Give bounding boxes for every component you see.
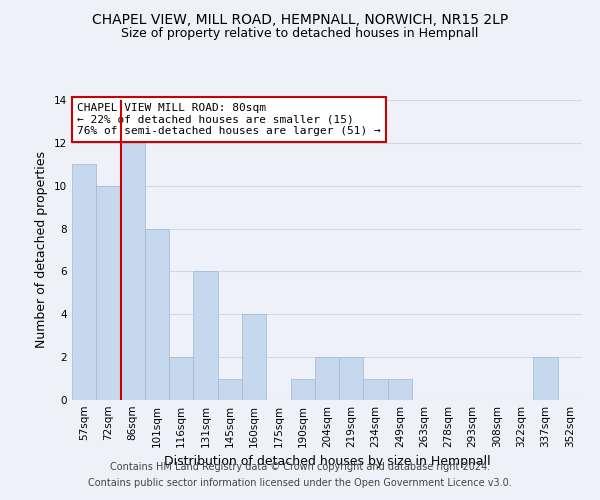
Bar (242, 314, 266, 400)
Text: Contains public sector information licensed under the Open Government Licence v3: Contains public sector information licen… (88, 478, 512, 488)
Bar (96, 186, 121, 400)
Bar (145, 228, 169, 400)
Text: Contains HM Land Registry data © Crown copyright and database right 2024.: Contains HM Land Registry data © Crown c… (110, 462, 490, 472)
Text: CHAPEL VIEW MILL ROAD: 80sqm
← 22% of detached houses are smaller (15)
76% of se: CHAPEL VIEW MILL ROAD: 80sqm ← 22% of de… (77, 103, 381, 136)
Y-axis label: Number of detached properties: Number of detached properties (35, 152, 49, 348)
Bar (218, 378, 242, 400)
Text: CHAPEL VIEW, MILL ROAD, HEMPNALL, NORWICH, NR15 2LP: CHAPEL VIEW, MILL ROAD, HEMPNALL, NORWIC… (92, 12, 508, 26)
Bar (364, 378, 388, 400)
Bar (72, 164, 96, 400)
X-axis label: Distribution of detached houses by size in Hempnall: Distribution of detached houses by size … (164, 456, 490, 468)
Bar (533, 357, 558, 400)
Bar (290, 378, 315, 400)
Text: Size of property relative to detached houses in Hempnall: Size of property relative to detached ho… (121, 28, 479, 40)
Bar (315, 357, 339, 400)
Bar (388, 378, 412, 400)
Bar (339, 357, 364, 400)
Bar (121, 143, 145, 400)
Bar (193, 272, 218, 400)
Bar (169, 357, 193, 400)
